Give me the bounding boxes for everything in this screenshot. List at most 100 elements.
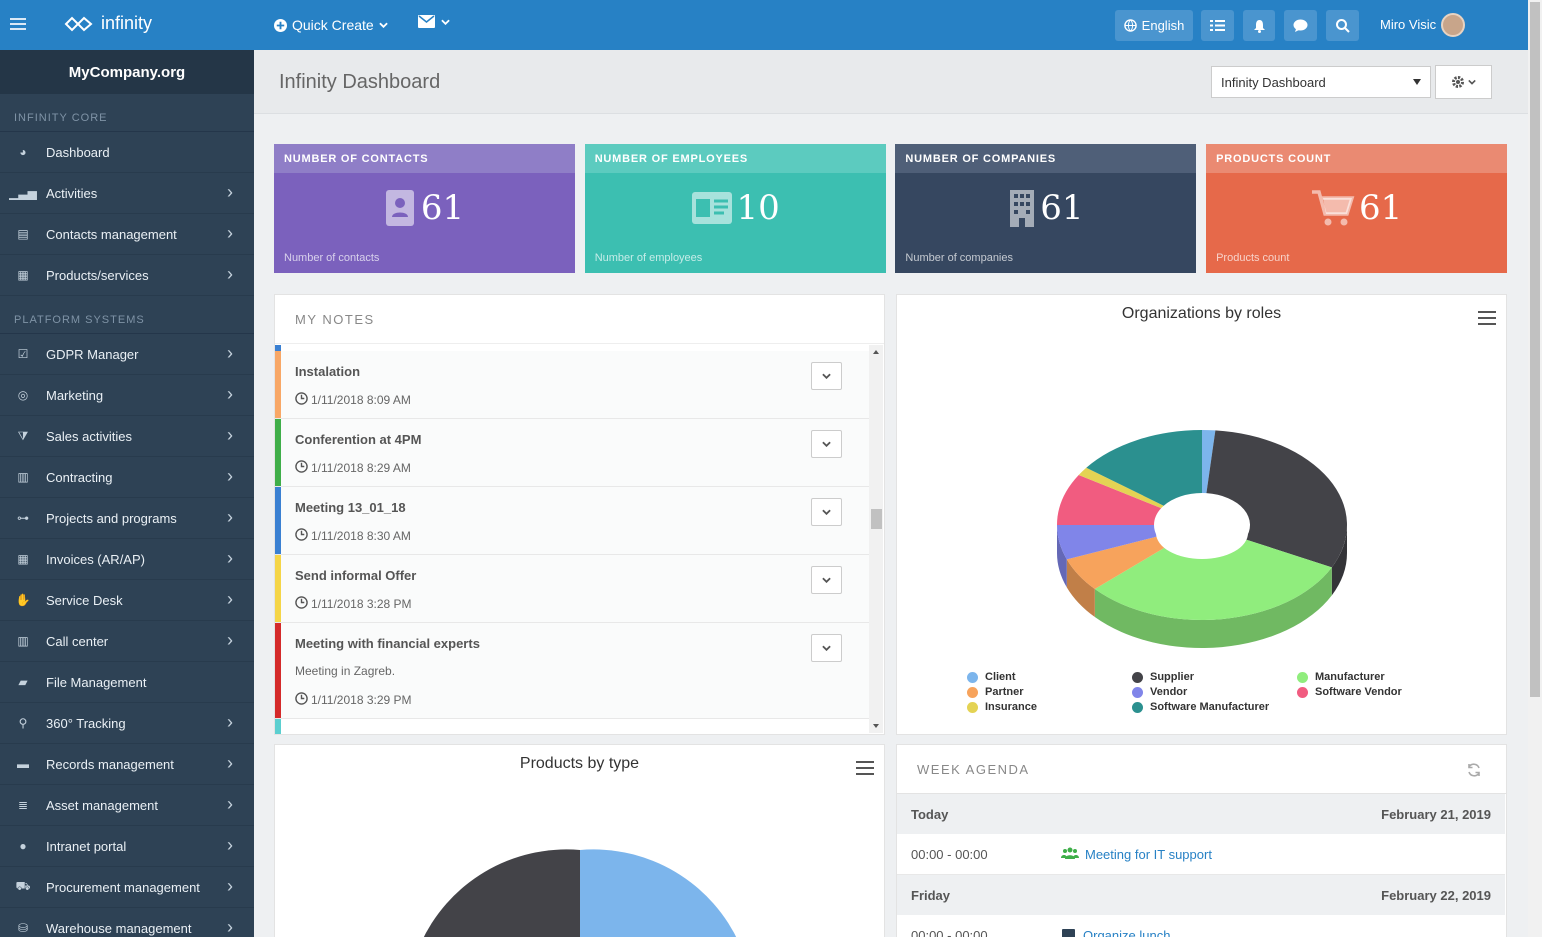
user-name[interactable]: Miro Visic (1380, 17, 1437, 32)
donut-slice-manufacturer[interactable] (1094, 539, 1332, 620)
pie-slice-b[interactable] (420, 849, 580, 937)
note-options-button[interactable] (811, 566, 842, 594)
briefcase-icon: ▬ (17, 757, 29, 771)
stat-card-body: 61 (1206, 173, 1507, 243)
page-scrollbar[interactable] (1528, 0, 1542, 937)
donut-slice-software-manufacturer[interactable] (1086, 430, 1202, 506)
sidebar-item-label: Records management (46, 756, 174, 772)
note-item[interactable]: Send informal Offer 1/11/2018 3:28 PM (275, 555, 869, 623)
chart-menu-icon[interactable] (1478, 311, 1496, 329)
products-pie-chart (420, 849, 740, 937)
donut-slice-supplier[interactable] (1206, 430, 1347, 568)
donut-slice-software-vendor[interactable] (1057, 474, 1162, 525)
sidebar-item-label: Invoices (AR/AP) (46, 551, 145, 567)
organizations-donut-chart (1057, 430, 1347, 648)
dashboard-settings-button[interactable] (1435, 65, 1492, 99)
agenda-event-link[interactable]: Meeting for IT support (1061, 847, 1212, 862)
agenda-event-link[interactable]: Organize lunch (1061, 928, 1170, 937)
sidebar-item-gdpr-manager[interactable]: ☑ GDPR Manager › (0, 334, 254, 375)
stat-card-title: NUMBER OF EMPLOYEES (584, 144, 886, 173)
sidebar-item-360-tracking[interactable]: ⚲ 360° Tracking › (0, 703, 254, 744)
stat-card-body: 61 (895, 173, 1196, 243)
chart-menu-icon[interactable] (856, 761, 874, 779)
sidebar-item-contracting[interactable]: ▥ Contracting › (0, 457, 254, 498)
legend-label: Software Manufacturer (1150, 701, 1270, 713)
right-panel-toggle-icon[interactable] (10, 18, 26, 32)
legend-item[interactable]: Software Manufacturer (1132, 701, 1269, 713)
mail-menu-button[interactable] (418, 15, 450, 28)
legend-item[interactable]: Partner (967, 686, 1024, 698)
stat-card-value: 10 (736, 188, 780, 228)
stat-card-title: PRODUCTS COUNT (1206, 144, 1508, 173)
note-options-button[interactable] (811, 634, 842, 662)
note-item[interactable]: Meeting with financial experts Meeting in… (275, 623, 869, 719)
note-options-button[interactable] (811, 430, 842, 458)
user-avatar[interactable] (1441, 13, 1465, 37)
sidebar-item-activities[interactable]: ▁▃▅ Activities › (0, 173, 254, 214)
stat-card[interactable]: NUMBER OF EMPLOYEES 10 Number of employees (584, 144, 886, 273)
sidebar-item-records-management[interactable]: ▬ Records management › (0, 744, 254, 785)
note-date: 1/11/2018 3:28 PM (295, 596, 412, 612)
sidebar-item-marketing[interactable]: ◎ Marketing › (0, 375, 254, 416)
agenda-event-row[interactable]: 00:00 - 00:00 Organize lunch (897, 915, 1505, 937)
note-options-button[interactable] (811, 498, 842, 526)
legend-label: Client (985, 671, 1016, 683)
scroll-thumb[interactable] (871, 509, 882, 529)
sidebar-item-projects-and-programs[interactable]: ⊶ Projects and programs › (0, 498, 254, 539)
refresh-icon[interactable] (1466, 762, 1482, 778)
sidebar-item-products-services[interactable]: ▦ Products/services › (0, 255, 254, 296)
brand-logo[interactable]: infinity (64, 13, 152, 34)
legend-item[interactable]: Insurance (967, 701, 1037, 713)
note-options-button[interactable] (811, 362, 842, 390)
chevron-right-icon: › (227, 917, 233, 937)
stat-card[interactable]: NUMBER OF CONTACTS 61 Number of contacts (274, 144, 575, 273)
sidebar-item-service-desk[interactable]: ✋ Service Desk › (0, 580, 254, 621)
note-item[interactable]: Conferention at 4PM 1/11/2018 8:29 AM (275, 419, 869, 487)
chat-button[interactable] (1284, 10, 1317, 41)
sidebar-item-asset-management[interactable]: ≣ Asset management › (0, 785, 254, 826)
quick-create-button[interactable]: Quick Create (274, 17, 388, 33)
sidebar-item-dashboard[interactable]: ◕ Dashboard (0, 132, 254, 173)
note-item[interactable]: Instalation 1/11/2018 8:09 AM (275, 351, 869, 419)
donut-slice-insurance[interactable] (1078, 467, 1164, 509)
scroll-up-icon[interactable] (869, 347, 883, 357)
donut-slice-client[interactable] (1202, 430, 1216, 494)
checkbox-icon: ☑ (17, 347, 29, 361)
sidebar-item-sales-activities[interactable]: ⧩ Sales activities › (0, 416, 254, 457)
chevron-down-icon (822, 509, 831, 515)
tasks-button[interactable] (1201, 10, 1234, 41)
dashboard-select[interactable]: Infinity Dashboard (1211, 66, 1431, 98)
legend-swatch (1132, 671, 1143, 683)
sidebar-item-contacts-management[interactable]: ▤ Contacts management › (0, 214, 254, 255)
donut-slice-partner[interactable] (1066, 536, 1167, 590)
donut-slice-vendor[interactable] (1057, 525, 1158, 560)
legend-item[interactable]: Supplier (1132, 671, 1194, 683)
pie-slice-a[interactable] (580, 849, 740, 937)
stat-card[interactable]: NUMBER OF COMPANIES 61 Number of companies (895, 144, 1197, 273)
stat-card[interactable]: PRODUCTS COUNT 61 Products count (1206, 144, 1508, 273)
note-item[interactable]: Meeting 13_01_18 1/11/2018 8:30 AM (275, 487, 869, 555)
sidebar-item-invoices-ar-ap-[interactable]: ▦ Invoices (AR/AP) › (0, 539, 254, 580)
legend-item[interactable]: Vendor (1132, 686, 1187, 698)
warehouse-icon: ⛁ (17, 921, 29, 935)
sidebar-item-procurement-management[interactable]: ⛟ Procurement management › (0, 867, 254, 908)
legend-item[interactable]: Manufacturer (1297, 671, 1385, 683)
agenda-event-row[interactable]: 00:00 - 00:00 Meeting for IT support (897, 834, 1505, 875)
note-date: 1/11/2018 3:29 PM (295, 692, 412, 708)
legend-item[interactable]: Software Vendor (1297, 686, 1402, 698)
search-button[interactable] (1326, 10, 1359, 41)
sidebar-item-warehouse-management[interactable]: ⛁ Warehouse management › (0, 908, 254, 937)
notifications-button[interactable] (1243, 10, 1275, 41)
organization-name[interactable]: MyCompany.org (0, 50, 254, 94)
notes-scrollbar[interactable] (869, 345, 883, 733)
sidebar-item-file-management[interactable]: ▰ File Management (0, 662, 254, 703)
scroll-down-icon[interactable] (869, 721, 883, 731)
sidebar-item-label: Asset management (46, 797, 159, 813)
note-color-strip (275, 719, 281, 734)
sidebar-item-call-center[interactable]: ▥ Call center › (0, 621, 254, 662)
language-button[interactable]: English (1115, 10, 1193, 41)
legend-item[interactable]: Client (967, 671, 1016, 683)
legend-label: Insurance (985, 701, 1037, 713)
sidebar-item-intranet-portal[interactable]: ● Intranet portal › (0, 826, 254, 867)
page-scroll-thumb[interactable] (1530, 2, 1540, 697)
